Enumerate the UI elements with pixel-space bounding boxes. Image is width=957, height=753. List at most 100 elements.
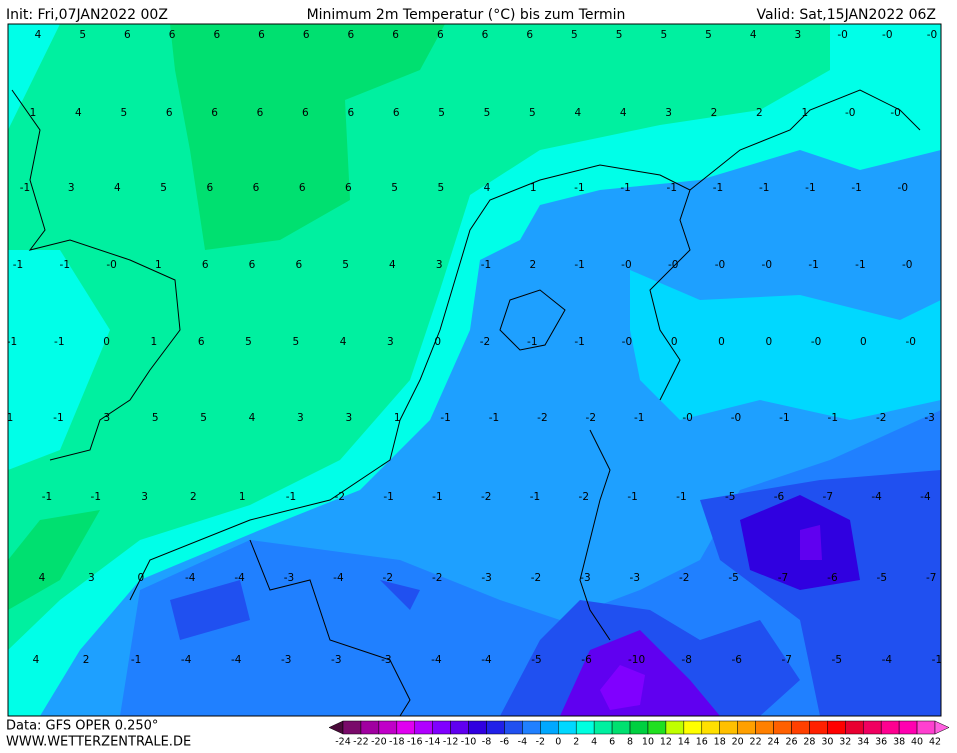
scale-box: [647, 720, 667, 735]
field-purple: [600, 665, 645, 710]
temperature-value: 3: [103, 412, 110, 424]
temperature-value: 5: [292, 336, 299, 348]
temperature-value: -1: [851, 182, 861, 194]
temperature-value: -4: [234, 572, 245, 584]
scale-tick-label: 40: [911, 737, 923, 748]
scale-box: [450, 720, 469, 735]
temperature-value: 6: [166, 107, 173, 119]
temperature-value: -0: [682, 412, 692, 424]
scale-box: [468, 720, 487, 735]
temperature-value: 2: [756, 107, 763, 119]
temperature-value: -4: [333, 572, 344, 584]
scale-tick-label: 6: [609, 737, 615, 748]
temperature-value: 3: [68, 182, 75, 194]
init-time: Init: Fri,07JAN2022 00Z: [6, 7, 168, 23]
temperature-value: -1: [855, 259, 865, 271]
temperature-value: 6: [198, 336, 205, 348]
temperature-value: -2: [876, 412, 886, 424]
temperature-value: 1: [7, 412, 14, 424]
temperature-value: -6: [581, 654, 592, 666]
field-green-sw: [8, 510, 100, 610]
temperature-value: -2: [481, 491, 491, 503]
temperature-value: -1: [286, 491, 296, 503]
temperature-value: -4: [871, 491, 882, 503]
temperature-value: -1: [7, 336, 17, 348]
temperature-value: 0: [860, 336, 867, 348]
temperature-value: -1: [805, 182, 815, 194]
temperature-value: 6: [526, 29, 533, 41]
temperature-value: -6: [827, 572, 838, 584]
temperature-value: 5: [616, 29, 623, 41]
coastline-north: [689, 89, 921, 191]
scale-box: [611, 720, 631, 735]
scale-box: [432, 720, 451, 735]
temperature-value: 3: [345, 412, 352, 424]
temperature-value: -1: [932, 654, 942, 666]
scale-box: [629, 720, 649, 735]
scale-box: [378, 720, 398, 735]
temperature-value: 5: [79, 29, 86, 41]
temperature-value: -1: [676, 491, 686, 503]
temperature-value: -3: [331, 654, 341, 666]
temperature-value: -0: [890, 107, 900, 119]
temperature-value: 2: [83, 654, 90, 666]
scale-box: [504, 720, 523, 735]
temperature-value: -1: [574, 336, 584, 348]
scale-box: [701, 720, 720, 735]
temperature-value: -1: [20, 182, 30, 194]
scale-box: [396, 720, 416, 735]
scale-tick-label: 14: [678, 737, 690, 748]
scale-box: [773, 720, 792, 735]
borders: [249, 429, 611, 716]
scale-tick-label: 12: [660, 737, 672, 748]
scale-tick-label: 28: [803, 737, 815, 748]
temperature-value: -2: [531, 572, 541, 584]
temperature-value: -2: [537, 412, 547, 424]
temperature-value: -1: [634, 412, 644, 424]
scale-tick-label: -22: [353, 737, 369, 748]
scale-box: [414, 720, 433, 735]
temperature-value: -4: [181, 654, 192, 666]
temperature-value: 6: [249, 259, 256, 271]
temperature-value: 4: [484, 182, 491, 194]
coastline-england: [11, 89, 181, 461]
scale-box: [755, 720, 774, 735]
scale-tick-label: 42: [929, 737, 941, 748]
temperature-value: 6: [437, 29, 444, 41]
temperature-value: -2: [579, 491, 589, 503]
temperature-value: 1: [801, 107, 808, 119]
header: Init: Fri,07JAN2022 00Z Minimum 2m Tempe…: [6, 7, 936, 23]
scale-tick-label: 38: [893, 737, 905, 748]
temperature-value: 4: [35, 29, 42, 41]
temperature-value: 5: [705, 29, 712, 41]
temperature-value: 5: [484, 107, 491, 119]
temperature-value: -1: [620, 182, 630, 194]
temperature-value: 1: [151, 336, 158, 348]
temperature-value: 1: [394, 412, 401, 424]
website: WWW.WETTERZENTRALE.DE: [6, 735, 191, 750]
scale-box: [827, 720, 846, 735]
scale-tick-label: 32: [839, 737, 851, 748]
scale-box: [898, 720, 918, 735]
temperature-value: 5: [160, 182, 167, 194]
scale-box: [880, 720, 900, 735]
temperature-value: 1: [30, 107, 37, 119]
scale-box: [791, 720, 810, 735]
temperature-value: -0: [622, 336, 632, 348]
temperature-value: -8: [681, 654, 691, 666]
temperature-value: -1: [828, 412, 838, 424]
temperature-value: 5: [200, 412, 207, 424]
valid-time: Valid: Sat,15JAN2022 06Z: [756, 7, 936, 23]
coastline-continent: [129, 164, 691, 601]
temperature-value: -1: [53, 412, 63, 424]
scale-tick-label: -24: [335, 737, 351, 748]
temperature-value: -0: [905, 336, 915, 348]
scale-box: [360, 720, 380, 735]
temperature-value: -1: [432, 491, 442, 503]
temperature-value: 3: [297, 412, 304, 424]
temperature-value: -0: [731, 412, 741, 424]
temperature-value: 5: [529, 107, 536, 119]
scale-tick-label: -14: [425, 737, 441, 748]
temperature-value: 6: [295, 259, 302, 271]
